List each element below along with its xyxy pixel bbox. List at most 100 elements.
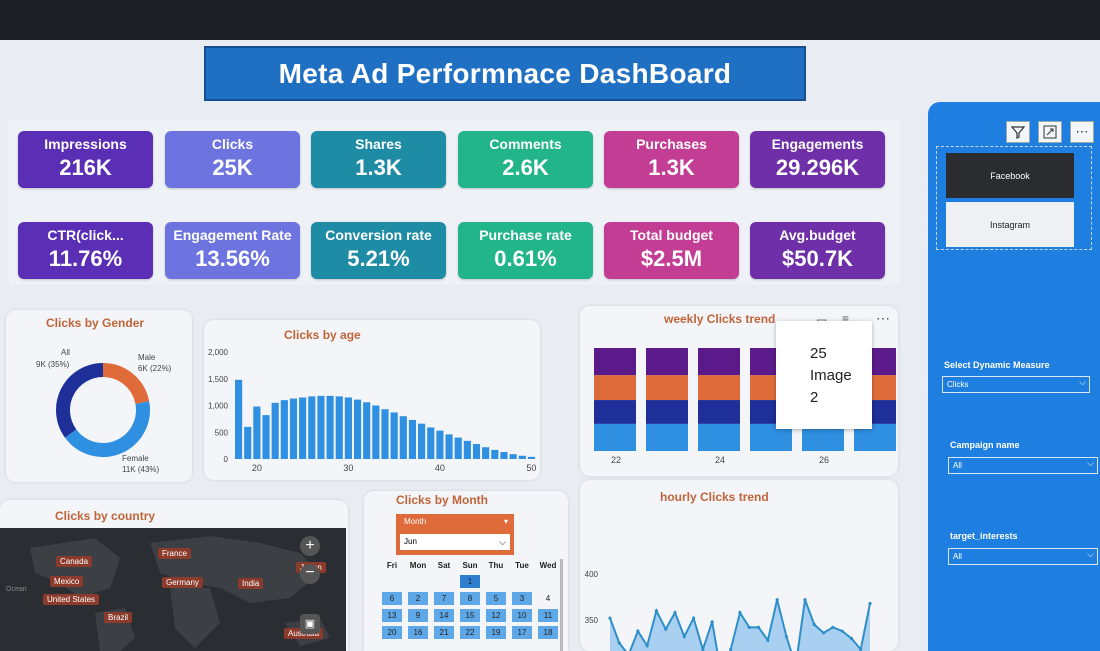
- hourly-area-chart: 400350300: [585, 570, 872, 651]
- zoom-out-icon[interactable]: −: [300, 564, 320, 584]
- country-label[interactable]: Mexico: [50, 576, 84, 587]
- age-chart-card[interactable]: Clicks by age 2,000 1,500 1,000 500 0 20 30 40 5…: [204, 320, 540, 480]
- calendar-day[interactable]: 9: [408, 609, 428, 622]
- calendar-day[interactable]: 17: [512, 626, 532, 639]
- kpi-card[interactable]: Conversion rate 5.21%: [311, 222, 446, 279]
- more-options-icon[interactable]: ⋯: [876, 310, 890, 326]
- age-bar: [308, 396, 316, 459]
- calendar-day[interactable]: 15: [460, 609, 480, 622]
- calendar-day[interactable]: 20: [382, 626, 402, 639]
- kpi-card[interactable]: Total budget $2.5M: [604, 222, 739, 279]
- calendar-day[interactable]: 22: [460, 626, 480, 639]
- x-tick-label: 26: [819, 455, 829, 465]
- country-label[interactable]: Brazil: [104, 612, 133, 623]
- country-label[interactable]: India: [238, 578, 264, 589]
- expand-icon[interactable]: [1038, 121, 1062, 143]
- country-label[interactable]: Canada: [56, 556, 93, 567]
- weekday-label: Sat: [437, 561, 451, 570]
- interests-dropdown[interactable]: All ⌵: [948, 548, 1098, 565]
- platform-option-facebook[interactable]: Facebook: [946, 153, 1074, 198]
- dashboard-canvas: Meta Ad Performnace DashBoard Impression…: [0, 40, 1100, 651]
- calendar-day[interactable]: 10: [512, 609, 532, 622]
- campaign-dropdown[interactable]: All ⌵: [948, 457, 1098, 474]
- hourly-point: [747, 625, 751, 629]
- gender-female-name: Female: [122, 454, 149, 463]
- age-bar: [518, 455, 526, 459]
- filter-lines-icon[interactable]: ≡: [842, 312, 850, 326]
- measure-dropdown[interactable]: Clicks ⌵: [942, 376, 1090, 393]
- gender-chart-title: Clicks by Gender: [46, 316, 145, 330]
- calendar-day[interactable]: 7: [434, 592, 454, 605]
- kpi-card[interactable]: Engagements 29.296K: [750, 131, 885, 188]
- chart-tooltip: 25 Image 2: [776, 321, 872, 429]
- kpi-card[interactable]: Purchases 1.3K: [604, 131, 739, 188]
- tooltip-name: Image: [810, 367, 852, 384]
- kpi-value: 0.61%: [494, 246, 557, 271]
- hourly-chart-card[interactable]: hourly Clicks trend 400350300: [580, 480, 898, 651]
- calendar-day[interactable]: 5: [486, 592, 506, 605]
- weekly-bar-segment: [594, 375, 636, 401]
- page-title: Meta Ad Performnace DashBoard: [204, 46, 806, 101]
- gender-chart-card[interactable]: Clicks by Gender All 9K (35%) Male 6K (2…: [6, 310, 192, 482]
- age-bar: [463, 440, 471, 459]
- x-tick-label: 20: [252, 463, 262, 473]
- month-dropdown[interactable]: Jun ⌵: [400, 534, 510, 550]
- country-label[interactable]: United States: [43, 594, 100, 605]
- calendar-day[interactable]: 19: [486, 626, 506, 639]
- calendar-scrollbar[interactable]: [560, 559, 563, 651]
- calendar-day[interactable]: 1: [460, 575, 480, 588]
- hourly-point: [691, 616, 696, 620]
- calendar-day[interactable]: 13: [382, 609, 402, 622]
- kpi-value: 1.3K: [355, 155, 402, 180]
- hourly-point: [617, 641, 621, 645]
- calendar-day[interactable]: 21: [434, 626, 454, 639]
- kpi-card[interactable]: Avg.budget $50.7K: [750, 222, 885, 279]
- hourly-point: [756, 625, 761, 629]
- age-bar: [427, 427, 435, 459]
- country-label[interactable]: Germany: [162, 577, 203, 588]
- calendar-day[interactable]: 11: [538, 609, 558, 622]
- donut-slice: [64, 401, 150, 457]
- world-map[interactable]: Ocean Canada France Mexico Germany India…: [0, 528, 346, 651]
- kpi-card[interactable]: CTR(click... 11.76%: [18, 222, 153, 279]
- kpi-card[interactable]: Comments 2.6K: [458, 131, 593, 188]
- hourly-point: [868, 601, 872, 606]
- map-select-icon[interactable]: ▣: [300, 614, 320, 634]
- age-bar: [454, 437, 462, 459]
- kpi-card[interactable]: Clicks 25K: [165, 131, 300, 188]
- age-bar: [289, 398, 298, 459]
- weekly-bar-segment: [698, 400, 740, 424]
- hourly-point: [664, 627, 668, 631]
- calendar-day[interactable]: 16: [408, 626, 428, 639]
- kpi-card[interactable]: Engagement Rate 13.56%: [165, 222, 300, 279]
- kpi-card[interactable]: Purchase rate 0.61%: [458, 222, 593, 279]
- kpi-card[interactable]: Shares 1.3K: [311, 131, 446, 188]
- month-slicer-card[interactable]: Clicks by Month Month ▾ Jun ⌵ Fri Mon Sat S…: [364, 491, 568, 651]
- kpi-label: CTR(click...: [47, 227, 124, 243]
- calendar-day[interactable]: 18: [538, 626, 558, 639]
- calendar-day[interactable]: 3: [512, 592, 532, 605]
- more-icon[interactable]: ⋯: [1070, 121, 1094, 143]
- filter-icon[interactable]: [1006, 121, 1030, 143]
- x-tick-label: 24: [715, 455, 725, 465]
- platform-option-instagram[interactable]: Instagram: [946, 202, 1074, 247]
- hourly-point: [710, 620, 714, 624]
- calendar-day[interactable]: 6: [382, 592, 402, 605]
- kpi-card[interactable]: Impressions 216K: [18, 131, 153, 188]
- calendar-day[interactable]: 14: [434, 609, 454, 622]
- age-bar: [253, 406, 261, 459]
- calendar-day[interactable]: 2: [408, 592, 428, 605]
- calendar-day[interactable]: 4: [545, 594, 551, 603]
- y-tick-label: 350: [585, 616, 599, 625]
- platform-slicer-frame: [936, 146, 1092, 250]
- weekday-label: Wed: [539, 561, 557, 570]
- kpi-label: Shares: [355, 136, 402, 152]
- age-bar: [527, 456, 535, 459]
- calendar-day[interactable]: 8: [460, 592, 480, 605]
- hourly-area: [610, 599, 870, 651]
- country-label[interactable]: France: [158, 548, 191, 559]
- calendar-day[interactable]: 12: [486, 609, 506, 622]
- month-selected: Jun: [404, 537, 417, 546]
- zoom-in-icon[interactable]: +: [300, 536, 320, 556]
- age-bar: [418, 423, 426, 459]
